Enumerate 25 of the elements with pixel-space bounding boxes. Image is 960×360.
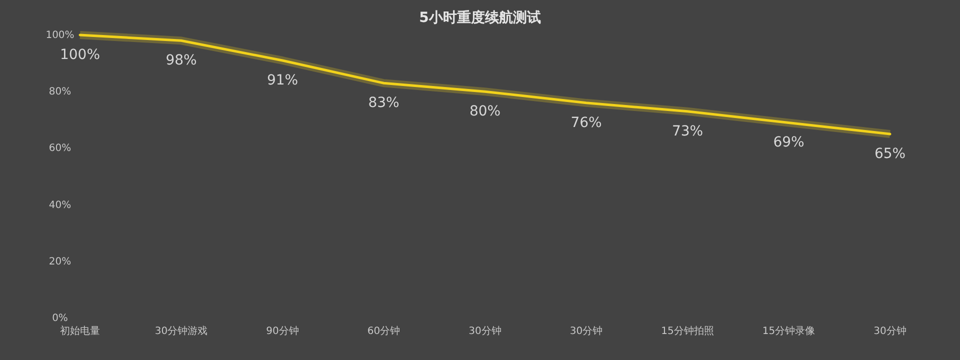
data-label: 76% xyxy=(570,114,602,131)
chart-title: 5小时重度续航测试 xyxy=(419,9,541,26)
x-tick-label: 30分钟 xyxy=(570,325,603,337)
y-tick-label: 40% xyxy=(48,200,72,211)
x-tick-label: 30分钟 xyxy=(468,325,502,337)
x-tick-label: 90分钟 xyxy=(266,325,299,337)
y-tick-label: 0% xyxy=(52,313,68,324)
data-label: 98% xyxy=(166,52,197,69)
y-tick-label: 60% xyxy=(48,143,72,154)
y-tick-label: 80% xyxy=(48,86,72,98)
data-label: 73% xyxy=(672,123,704,140)
data-label: 65% xyxy=(874,146,906,162)
x-tick-label: 初始电量 xyxy=(60,325,100,337)
x-tick-label: 30分钟游戏 xyxy=(154,325,208,337)
data-label: 91% xyxy=(266,72,298,88)
y-tick-label: 20% xyxy=(48,256,72,268)
x-tick-label: 15分钟录像 xyxy=(762,325,816,337)
x-tick-label: 15分钟拍照 xyxy=(661,325,714,337)
x-tick-label: 30分钟 xyxy=(874,325,906,337)
data-label: 69% xyxy=(773,134,804,151)
data-label: 83% xyxy=(368,95,400,112)
data-label: 80% xyxy=(469,104,501,120)
data-label: 100% xyxy=(60,47,100,63)
y-tick-label: 100% xyxy=(46,30,74,41)
x-tick-label: 60分钟 xyxy=(367,325,400,337)
